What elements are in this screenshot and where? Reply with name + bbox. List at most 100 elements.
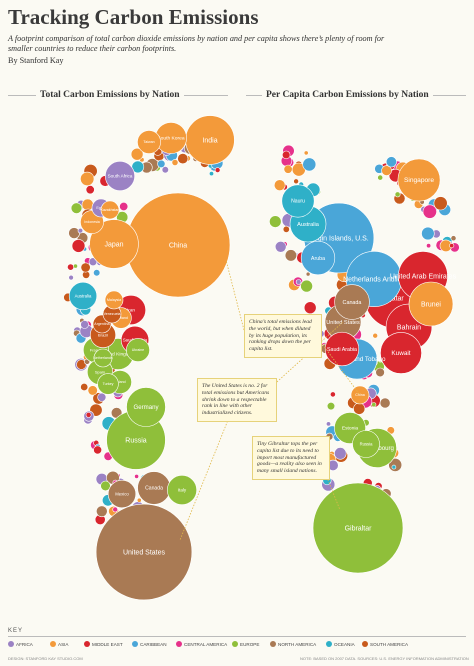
bubble-label-netherlands: Netherlands [93,356,113,360]
filler-bubble [421,226,435,241]
filler-bubble [71,239,86,253]
bubble-label-russia: Russia [360,441,373,446]
filler-bubble [93,445,102,455]
bubble-south-africa [105,161,136,192]
bubble-label-saudi-arabia: Saudi Arabia [327,347,357,353]
legend-label: OCEANIA [334,642,355,647]
section-title-per-capita: Per Capita Carbon Emissions by Nation [262,90,433,100]
legend-swatch [362,641,368,647]
note-united-states: The United States is no. 2 for total emi… [197,378,277,422]
filler-bubble [269,215,282,228]
bubble-turkey [97,373,119,395]
filler-bubble [300,279,313,293]
bubble-label-united-kingdom: United Kingdom [101,352,136,358]
bubble-label-singapore: Singapore [404,177,434,184]
filler-bubble [273,179,286,191]
legend-item-africa: AFRICA [8,641,33,647]
bubble-singapore [397,158,441,202]
filler-bubble [136,497,142,503]
bubble-china [350,385,370,405]
legend-item-oceania: OCEANIA [326,641,355,647]
filler-bubble [449,243,455,249]
filler-bubble [73,263,78,269]
bubble-label-bahrain: Bahrain [397,324,421,331]
bubble-label-south-africa: South Africa [108,174,133,179]
legend-item-caribbean: CARIBBEAN [132,641,167,647]
bubble-label-venezuela: Venezuela [104,312,121,316]
filler-bubble [96,505,108,518]
page-title: Tracking Carbon Emissions [8,5,259,29]
legend-label: CENTRAL AMERICA [184,642,228,647]
filler-bubble [80,320,89,329]
bubble-label-iran: Iran [127,308,135,313]
bubble-ukraine [126,338,150,362]
bubble-russia [352,430,380,458]
bubble-label-aruba: Aruba [311,256,325,262]
bubble-label-gibraltar: Gibraltar [345,525,373,532]
filler-bubble [80,171,95,186]
filler-bubble [100,480,111,492]
bubble-label-canada: Canada [145,486,163,492]
bubble-label-australia: Australia [75,293,92,298]
bubble-label-argentina: Argentina [94,322,109,326]
bubble-label-malaysia: Malaysia [107,298,121,302]
filler-bubble [214,167,221,173]
bubble-label-germany: Germany [133,404,159,411]
legend-label: ASIA [58,642,69,647]
legend-item-north-america: NORTH AMERICA [270,641,316,647]
legend-swatch [84,641,90,647]
filler-bubble [68,227,80,239]
bubble-label-china: China [169,242,187,249]
bubble-united-states [95,503,193,601]
bubble-aruba [300,240,336,276]
legend-item-asia: ASIA [50,641,68,647]
legend-item-central-america: CENTRAL AMERICA [176,641,227,647]
filler-bubble [381,165,392,176]
bubble-label-spain: Spain [95,369,105,374]
bubble-label-brunei: Brunei [421,301,441,308]
filler-bubble [81,198,94,211]
filler-bubble [293,178,299,185]
filler-bubble [119,202,129,212]
bubble-label-kuwait: Kuwait [391,350,410,357]
bubble-label-nauru: Nauru [291,199,305,205]
bubble-label-united-states: United States [326,320,360,326]
filler-bubble [353,402,366,415]
filler-bubble [375,367,385,378]
filler-bubble [372,332,379,339]
legend-swatch [50,641,56,647]
legend-label: CARIBBEAN [140,642,167,647]
bubble-label-qatar: Qatar [386,295,404,302]
bubble-mexico [107,479,137,509]
bubble-label-japan: Japan [104,241,123,248]
bubble-kazakhstan [100,200,120,220]
bubble-label-united-states: United States [123,549,166,556]
legend-label: MIDDLE EAST [92,642,123,647]
bubble-netherlands [93,348,113,368]
filler-bubble [283,164,293,174]
bubble-kuwait [380,332,422,374]
bubble-brunei [408,281,454,327]
filler-bubble [209,171,215,177]
filler-bubble [67,263,75,271]
filler-bubble [295,279,302,285]
filler-bubble [394,191,401,198]
legend-item-middle-east: MIDDLE EAST [84,641,123,647]
legend-swatch [270,641,276,647]
filler-bubble [77,228,84,234]
page-subtitle: A footprint comparison of total carbon d… [8,34,385,53]
connector-us-per-capita [267,321,344,391]
filler-bubble [85,185,95,195]
legend-label: AFRICA [16,642,33,647]
legend-swatch [8,641,14,647]
filler-bubble [433,196,448,211]
filler-bubble [284,249,298,262]
bubble-saudi-arabia [324,331,360,367]
filler-bubble [134,473,139,479]
bubble-taiwan [137,130,161,154]
filler-bubble [302,157,317,172]
bubble-japan [89,219,139,269]
filler-bubble [112,506,118,513]
filler-bubble [450,235,457,242]
